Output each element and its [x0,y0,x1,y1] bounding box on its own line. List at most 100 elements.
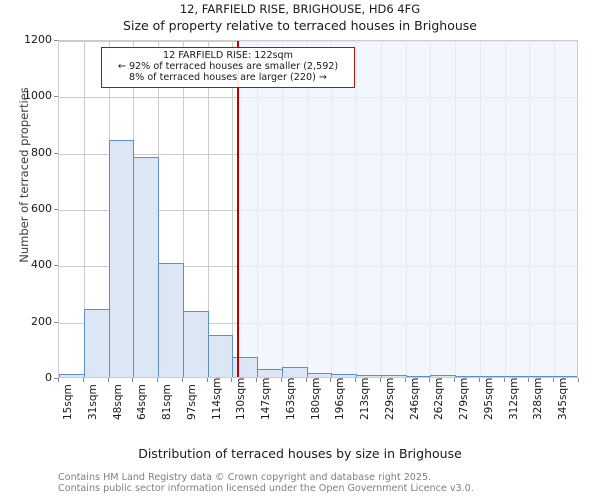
gridline-vertical [381,41,382,377]
x-axis-tick-label: 196sqm [334,377,347,420]
x-axis-tick-label: 345sqm [557,377,570,420]
x-axis-tick-label: 31sqm [86,384,99,420]
x-axis-tick-mark [355,378,357,382]
x-axis-title: Distribution of terraced houses by size … [138,446,462,461]
x-axis-tick-mark [478,378,480,382]
chart-title-block: 12, FARFIELD RISE, BRIGHOUSE, HD6 4FG Si… [0,2,600,34]
y-axis-tick-label: 400 [31,258,52,272]
y-axis-tick-mark [54,209,58,210]
gridline-vertical [505,41,506,377]
x-axis-tick-mark [280,378,282,382]
x-axis-tick-label: 246sqm [408,377,421,420]
x-axis-tick-label: 163sqm [284,377,297,420]
x-axis-tick-label: 262sqm [433,377,446,420]
x-axis-tick-label: 15sqm [62,384,74,420]
x-axis-tick-mark [454,378,456,382]
x-axis-tick-label: 312sqm [507,377,520,420]
histogram-bar [554,375,577,377]
x-axis-tick-mark [82,378,84,382]
histogram-bar [331,373,357,377]
gridline-vertical [356,41,357,377]
x-axis-tick-mark [132,378,134,382]
x-axis-tick-mark [578,378,579,382]
histogram-bar [208,334,233,377]
chart-subtitle: Size of property relative to terraced ho… [123,18,477,33]
footer-line-2: Contains public sector information licen… [58,483,474,494]
x-axis-tick-label: 114sqm [210,377,223,420]
gridline-vertical [208,41,209,377]
x-axis-tick-mark [107,378,109,382]
x-axis-tick-label: 328sqm [532,377,545,420]
x-axis-tick-mark [305,378,307,382]
annotation-line-1: 12 FARFIELD RISE: 122sqm [163,50,293,61]
x-axis-tick-label: 180sqm [309,377,322,420]
chart-plot-area [58,40,578,378]
x-axis-tick-label: 64sqm [136,384,149,420]
y-axis-tick-label: 1000 [24,89,52,103]
y-axis-tick-label: 800 [31,145,52,159]
gridline-vertical [430,41,431,377]
histogram-bar [158,262,184,377]
histogram-bar [183,310,209,377]
x-axis-tick-mark [206,378,208,382]
x-axis-tick-label: 97sqm [185,384,198,420]
x-axis-tick-label: 229sqm [383,377,396,420]
gridline-horizontal [59,153,577,155]
gridline-vertical [480,41,481,377]
x-axis-tick-label: 295sqm [482,377,495,420]
x-axis-tick-label: 81sqm [161,384,174,420]
x-axis-tick-mark [503,378,505,382]
property-annotation-box: 12 FARFIELD RISE: 122sqm ← 92% of terrac… [101,47,355,88]
x-axis-tick-mark [157,378,159,382]
x-axis-tick-mark [553,378,555,382]
y-axis-title: Number of terraced properties [17,87,31,263]
annotation-line-2: ← 92% of terraced houses are smaller (2,… [117,61,339,73]
x-axis-tick-mark [330,378,332,382]
footer-line-1: Contains HM Land Registry data © Crown c… [58,472,432,483]
histogram-bar [232,357,258,377]
gridline-vertical [232,41,233,377]
annotation-line-3: 8% of terraced houses are larger (220) → [129,72,327,84]
gridline-vertical [554,41,555,377]
gridline-vertical [307,41,308,377]
histogram-bar [109,140,134,377]
attribution-footer: Contains HM Land Registry data © Crown c… [58,472,598,494]
y-axis-tick-mark [54,40,58,41]
x-axis-tick-mark [231,378,233,382]
y-axis-tick-label: 200 [31,314,52,328]
gridline-vertical [183,41,184,377]
x-axis-tick-mark [256,378,258,382]
y-axis-tick-mark [54,96,58,98]
larger-properties-shading [236,41,577,377]
gridline-vertical [455,41,456,377]
histogram-bar [59,374,85,377]
gridline-horizontal [59,41,577,42]
y-axis-tick-mark [54,321,58,323]
gridline-vertical [84,41,85,377]
gridline-vertical [529,41,530,377]
gridline-vertical [282,41,283,377]
x-axis-tick-mark [181,378,183,382]
histogram-bar [282,366,308,377]
y-axis-tick-mark [54,378,58,379]
y-axis-tick-mark [54,152,58,154]
page-title: 12, FARFIELD RISE, BRIGHOUSE, HD6 4FG [179,2,421,16]
y-axis-tick-label: 0 [45,371,52,384]
x-axis-tick-mark [528,378,530,382]
x-axis-tick-mark [58,378,59,382]
gridline-vertical [331,41,332,377]
gridline-vertical [406,41,407,377]
x-axis-tick-label: 279sqm [458,377,471,420]
property-marker-line [236,41,239,377]
histogram-bar [84,309,110,377]
gridline-vertical [257,41,258,377]
x-axis-tick-mark [429,378,431,382]
y-axis-tick-label: 600 [31,202,52,215]
gridline-horizontal [59,97,577,99]
x-axis-tick-label: 130sqm [235,377,248,420]
histogram-bar [257,369,283,377]
histogram-bar [307,372,332,377]
y-axis-tick-mark [54,265,58,267]
x-axis-tick-mark [404,378,406,382]
y-axis-tick-label: 1200 [24,33,52,46]
